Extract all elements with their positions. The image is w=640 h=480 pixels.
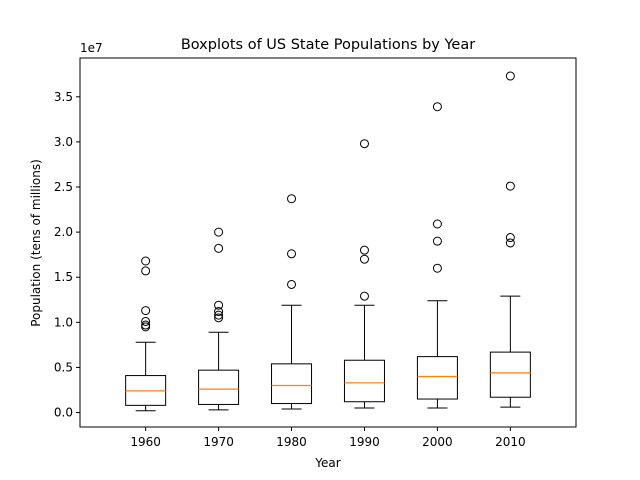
outlier-point bbox=[141, 266, 151, 276]
outlier-point bbox=[214, 243, 224, 253]
box-1980 bbox=[271, 194, 313, 410]
outlier-point bbox=[214, 300, 224, 310]
outlier-point bbox=[141, 256, 151, 266]
box-iqr bbox=[343, 359, 385, 403]
plot-area bbox=[79, 57, 577, 428]
y-tick-label: 0.0 bbox=[54, 406, 73, 420]
box-1960 bbox=[125, 256, 167, 412]
box-iqr bbox=[271, 363, 313, 405]
outlier-point bbox=[214, 313, 224, 323]
outlier-point bbox=[287, 249, 297, 259]
box-1970 bbox=[198, 227, 240, 411]
outlier-point bbox=[141, 306, 151, 316]
outlier-point bbox=[359, 291, 369, 301]
y-tick-label: 2.5 bbox=[54, 180, 73, 194]
y-tick-label: 0.5 bbox=[54, 360, 73, 374]
chart-title: Boxplots of US State Populations by Year bbox=[181, 37, 475, 53]
x-tick-label: 2000 bbox=[422, 435, 453, 449]
box-2000 bbox=[416, 102, 458, 409]
x-axis: 1960 1970 1980 1990 2000 2010 bbox=[130, 427, 526, 449]
y-tick-label: 3.5 bbox=[54, 90, 73, 104]
outlier-point bbox=[432, 102, 442, 112]
outlier-point bbox=[505, 181, 515, 191]
outlier-point bbox=[359, 139, 369, 149]
outlier-point bbox=[214, 227, 224, 237]
box-iqr bbox=[416, 356, 458, 400]
outlier-point bbox=[432, 263, 442, 273]
box-iqr bbox=[489, 351, 531, 398]
x-tick-label: 1980 bbox=[276, 435, 307, 449]
x-tick-label: 1960 bbox=[130, 435, 161, 449]
outlier-point bbox=[141, 316, 151, 326]
y-axis: 0.0 0.5 1.0 1.5 2.0 2.5 3.0 3.5 bbox=[54, 90, 80, 420]
outlier-point bbox=[287, 194, 297, 204]
outlier-point bbox=[432, 236, 442, 246]
box-1990 bbox=[343, 139, 385, 409]
box-2010 bbox=[489, 71, 531, 408]
y-tick-label: 1.5 bbox=[54, 270, 73, 284]
outlier-point bbox=[214, 310, 224, 320]
x-axis-label: Year bbox=[314, 456, 340, 470]
outlier-point bbox=[432, 219, 442, 229]
y-tick-label: 1.0 bbox=[54, 315, 73, 329]
outlier-point bbox=[359, 245, 369, 255]
y-tick-label: 2.0 bbox=[54, 225, 73, 239]
outlier-point bbox=[287, 279, 297, 289]
y-tick-label: 3.0 bbox=[54, 135, 73, 149]
x-tick-label: 1990 bbox=[349, 435, 380, 449]
outlier-point bbox=[505, 233, 515, 243]
outlier-point bbox=[359, 254, 369, 264]
y-axis-label: Population (tens of millions) bbox=[29, 159, 43, 327]
x-tick-label: 1970 bbox=[203, 435, 234, 449]
boxes-group bbox=[125, 71, 531, 412]
outlier-point bbox=[214, 307, 224, 317]
outlier-point bbox=[505, 71, 515, 81]
y-offset-label: 1e7 bbox=[80, 41, 103, 55]
outlier-point bbox=[141, 320, 151, 330]
box-iqr bbox=[198, 369, 240, 405]
x-tick-label: 2010 bbox=[495, 435, 526, 449]
outlier-point bbox=[505, 238, 515, 248]
